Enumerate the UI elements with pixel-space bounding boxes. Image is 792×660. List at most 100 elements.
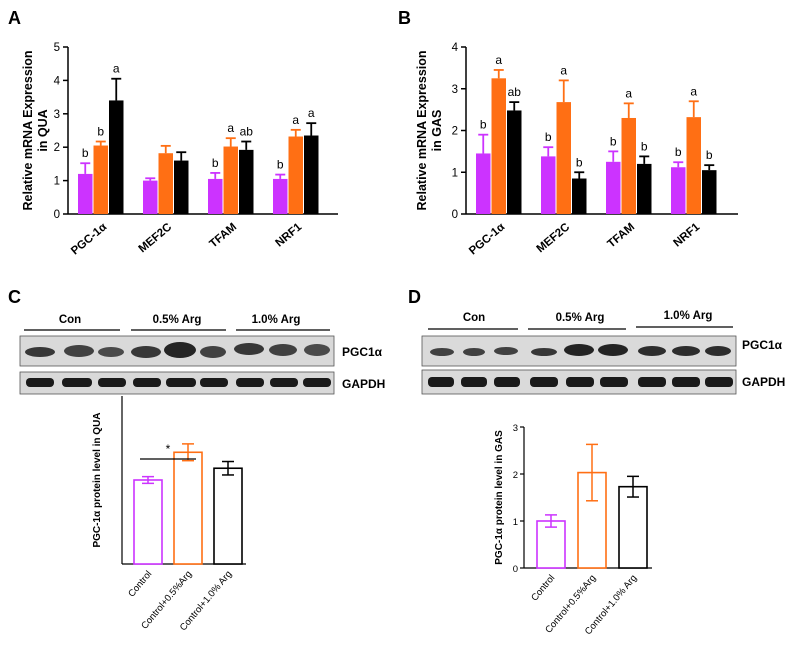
- y-tick-label: 4: [54, 75, 61, 87]
- significance-letter: b: [576, 155, 583, 169]
- bar-PGC-1α-Control+1.0% Arg: [507, 110, 522, 214]
- bar-PGC-1α-Control: [476, 153, 491, 214]
- bar-Control+1.0% Arg: [213, 467, 243, 565]
- y-tick-label: 5: [54, 42, 60, 54]
- y-tick-label: 2: [452, 126, 458, 138]
- blot-band: [166, 378, 196, 387]
- blot-band: [428, 377, 454, 387]
- blot-band: [638, 377, 666, 387]
- significance-letter: b: [610, 134, 617, 148]
- blot-c-loading-label: GAPDH: [342, 377, 385, 391]
- blot-c-group-05arg: 0.5% Arg: [153, 314, 202, 326]
- bar-MEF2C-Control: [143, 180, 158, 214]
- blot-band: [461, 377, 487, 387]
- bar-PGC-1α-Control+0.5%Arg: [93, 145, 108, 214]
- blot-band: [598, 344, 628, 356]
- blot-band: [200, 378, 228, 387]
- y-tick-label: 3: [54, 109, 60, 121]
- y-tick-label: 3: [513, 423, 518, 434]
- y-tick-label: 0: [452, 209, 458, 221]
- panel-letter-d: D: [408, 287, 421, 307]
- blot-band: [672, 346, 700, 356]
- blot-band: [98, 378, 126, 387]
- blot-band: [26, 378, 54, 387]
- blot-band: [270, 378, 298, 387]
- y-tick-label: 1: [54, 176, 60, 188]
- y-tick-label: 1: [452, 167, 458, 179]
- significance-letter: b: [212, 156, 219, 170]
- y-axis-title: PGC-1α protein level in QUA: [92, 412, 103, 547]
- bar-NRF1-Control+0.5%Arg: [686, 117, 701, 214]
- blot-band: [25, 347, 55, 357]
- blot-band: [494, 347, 518, 355]
- bar-Control: [536, 520, 566, 569]
- blot-band: [430, 348, 454, 356]
- bar-PGC-1α-Control+1.0% Arg: [109, 100, 124, 214]
- blot-band: [133, 378, 161, 387]
- bar-PGC-1α-Control+0.5%Arg: [491, 78, 506, 214]
- blot-d-group-10arg: 1.0% Arg: [664, 310, 713, 322]
- x-tick-label: MEF2C: [535, 221, 573, 255]
- bar-NRF1-Control: [273, 178, 288, 214]
- blot-band: [494, 377, 520, 387]
- bar-Control+0.5%Arg: [173, 451, 203, 565]
- bar-MEF2C-Control+0.5%Arg: [158, 153, 173, 214]
- western-blot-d: Con 0.5% Arg 1.0% Arg PGC1α: [421, 310, 785, 395]
- blot-c-target-label: PGC1α: [342, 345, 383, 359]
- western-blot-c: Con 0.5% Arg 1.0% Arg PGC1α: [19, 314, 385, 395]
- blot-band: [236, 378, 264, 387]
- significance-letter: b: [480, 118, 487, 132]
- panel-letter-a: A: [8, 8, 21, 28]
- blot-band: [530, 377, 558, 387]
- significance-letter: b: [97, 125, 104, 139]
- y-tick-label: 0: [54, 209, 60, 221]
- blot-band: [131, 346, 161, 358]
- blot-band: [672, 377, 700, 387]
- y-tick-label: 3: [452, 84, 458, 96]
- y-tick-label: 1: [513, 517, 518, 528]
- x-tick-label: MEF2C: [137, 221, 175, 255]
- significance-letter: a: [690, 84, 697, 98]
- blot-d-group-con: Con: [463, 312, 485, 324]
- bar-TFAM-Control+1.0% Arg: [239, 149, 254, 214]
- blot-band: [564, 344, 594, 356]
- bar-TFAM-Control+0.5%Arg: [223, 146, 238, 214]
- y-tick-label: 0: [513, 564, 518, 575]
- blot-band: [200, 346, 226, 358]
- significance-star: *: [166, 442, 171, 456]
- bar-NRF1-Control+1.0% Arg: [304, 135, 319, 214]
- blot-band: [98, 347, 124, 357]
- blot-band: [234, 343, 264, 355]
- y-axis-title: Relative mRNA Expressionin QUA: [21, 50, 50, 210]
- bar-MEF2C-Control+1.0% Arg: [572, 178, 587, 214]
- significance-letter: b: [675, 145, 682, 159]
- x-tick-label: PGC-1α: [69, 221, 109, 257]
- x-tick-label: Control: [126, 569, 154, 600]
- panel-letter-b: B: [398, 8, 411, 28]
- significance-letter: a: [113, 62, 120, 76]
- bar-TFAM-Control+0.5%Arg: [621, 117, 636, 214]
- bar-MEF2C-Control: [541, 156, 556, 214]
- bar-MEF2C-Control+1.0% Arg: [174, 160, 189, 214]
- significance-letter: b: [641, 139, 648, 153]
- significance-letter: b: [277, 158, 284, 172]
- blot-d-loading-label: GAPDH: [742, 375, 785, 389]
- x-tick-label: TFAM: [207, 221, 239, 250]
- y-axis-title: Relative mRNA Expressionin GAS: [415, 50, 444, 210]
- significance-letter: a: [625, 86, 632, 100]
- significance-letter: a: [308, 106, 315, 120]
- bar-PGC-1α-Control: [78, 173, 93, 214]
- blot-band: [269, 344, 297, 356]
- chart-a-mrna-qua: 0 1 2 3 4 5 Relative mRNA Expressionin QUA b b a P…: [21, 42, 338, 257]
- y-tick-label: 2: [54, 142, 60, 154]
- x-tick-label: NRF1: [273, 221, 304, 250]
- x-tick-label: NRF1: [671, 221, 702, 250]
- bar-Control+1.0% Arg: [618, 485, 648, 569]
- blot-band: [566, 377, 594, 387]
- blot-band: [303, 378, 331, 387]
- y-axis-title: PGC-1α protein level in GAS: [494, 430, 505, 565]
- blot-band: [64, 345, 94, 357]
- y-tick-label: 4: [452, 42, 459, 54]
